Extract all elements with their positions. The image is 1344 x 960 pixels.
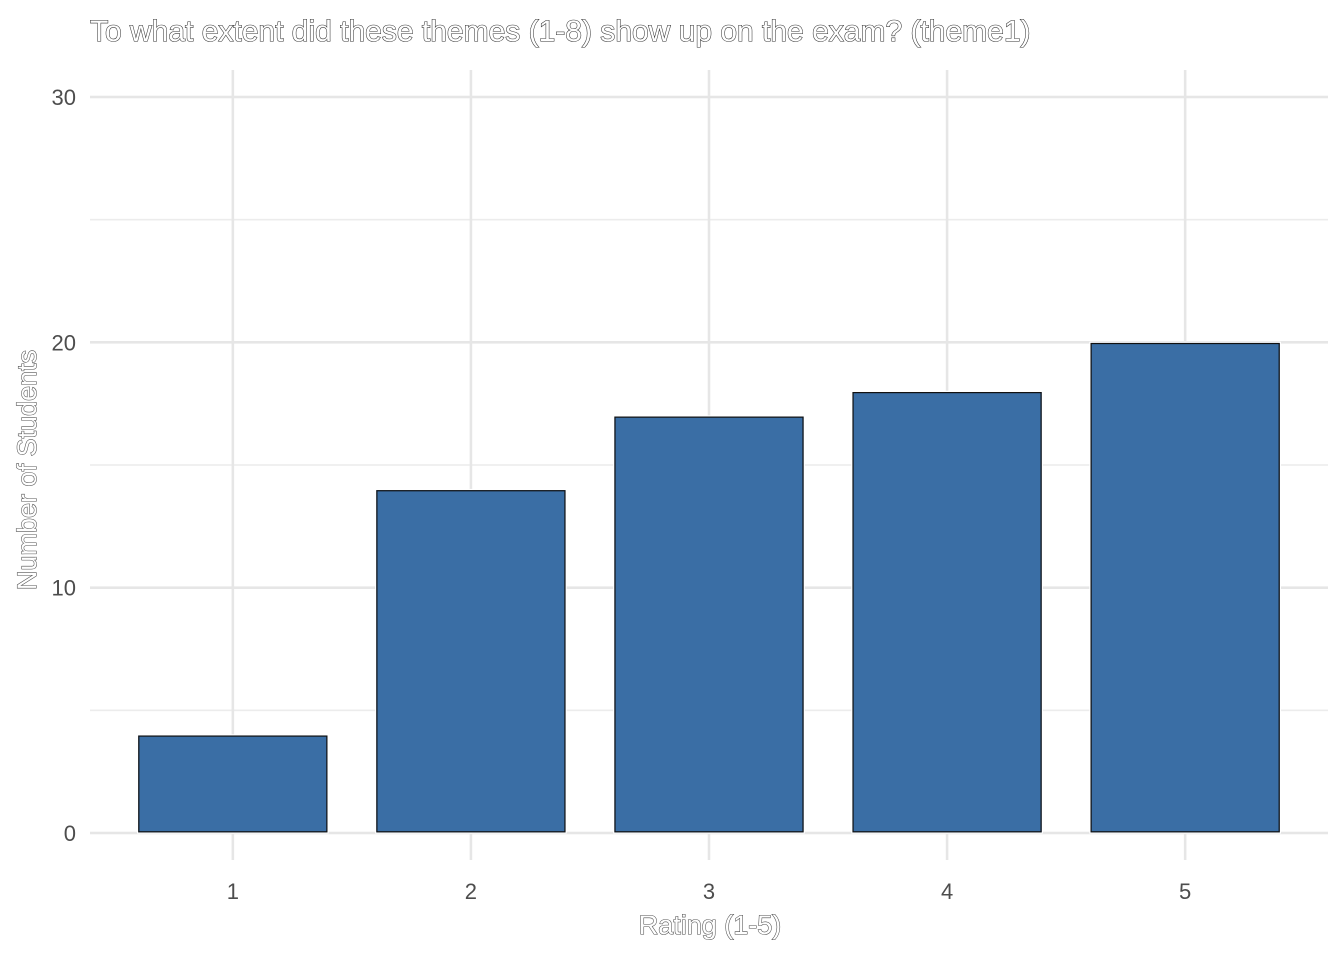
x-axis-ticks: 1 2 3 4 5 — [227, 879, 1192, 904]
x-tick-label: 4 — [941, 879, 953, 904]
y-axis-ticks: 0 10 20 30 — [52, 85, 76, 846]
bar-outline — [1090, 342, 1280, 833]
bar-outline — [138, 735, 328, 833]
bar-fill — [1089, 341, 1281, 834]
bar-3 — [613, 415, 805, 834]
chart-title: To what extent did these themes (1-8) sh… — [90, 15, 1031, 48]
bar-fill — [851, 390, 1043, 834]
x-axis-title: Rating (1-5) — [639, 910, 782, 940]
bar-5 — [1089, 341, 1281, 834]
x-tick-label: 2 — [465, 879, 477, 904]
bar-outline — [614, 416, 804, 833]
x-tick-label: 3 — [703, 879, 715, 904]
bar-outline — [852, 391, 1042, 833]
bars — [137, 341, 1281, 834]
y-tick-label: 20 — [52, 330, 76, 355]
bar-fill — [613, 415, 805, 834]
bar-outline — [376, 490, 566, 833]
y-tick-label: 0 — [64, 821, 76, 846]
y-axis-title: Number of Students — [12, 350, 42, 590]
x-tick-label: 5 — [1179, 879, 1191, 904]
y-tick-label: 30 — [52, 85, 76, 110]
bar-fill — [137, 734, 329, 834]
y-tick-label: 10 — [52, 576, 76, 601]
bar-fill — [375, 488, 567, 834]
bar-1 — [137, 734, 329, 834]
x-tick-label: 1 — [227, 879, 239, 904]
bar-2 — [375, 488, 567, 834]
bar-4 — [851, 390, 1043, 834]
